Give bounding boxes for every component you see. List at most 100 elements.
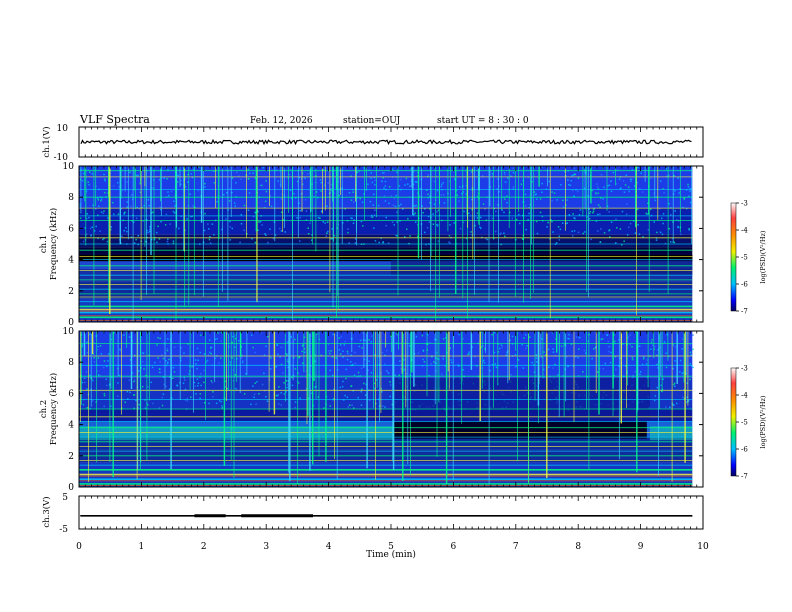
spectrogram-speckle <box>654 199 656 202</box>
spectrogram-speckle <box>332 374 334 377</box>
spectrogram-speckle <box>373 214 376 216</box>
spectrogram-speckle <box>89 227 92 230</box>
spectrogram-speckle <box>552 348 554 350</box>
spectrogram-speckle <box>515 218 518 221</box>
spectrogram-speckle <box>234 346 236 348</box>
spectrogram-speckle <box>270 368 272 370</box>
spectrogram-speckle <box>499 233 501 236</box>
spectrogram-speckle <box>99 230 101 232</box>
spectrogram-speckle <box>569 184 572 187</box>
spectrogram-speckle <box>253 393 256 396</box>
spectrogram-speckle <box>214 338 217 340</box>
spectrogram-speckle <box>317 216 320 219</box>
spectrogram-speckle <box>540 356 543 358</box>
spectrogram-speckle <box>482 203 485 205</box>
spectrogram-speckle <box>533 371 536 373</box>
spectrogram-speckle <box>505 354 507 356</box>
spectrogram-speckle <box>352 363 354 366</box>
spectrogram-speckle <box>332 333 335 336</box>
spectrogram-speckle <box>269 355 272 358</box>
spectrogram-speckle <box>639 371 642 373</box>
spectrogram-speckle <box>224 380 227 383</box>
spectrogram-speckle <box>689 201 692 204</box>
spectrogram-speckle <box>102 366 105 369</box>
spectrogram-speckle <box>254 382 256 384</box>
spectrogram-speckle <box>79 217 82 219</box>
spectrogram-speckle <box>191 176 194 179</box>
spectrogram-speckle <box>520 183 523 185</box>
spectrogram-speckle <box>165 360 167 362</box>
spectrogram-speckle <box>79 373 81 375</box>
spectrogram-speckle <box>350 199 353 201</box>
spectrogram-speckle <box>156 231 158 234</box>
spectrogram-speckle <box>527 176 530 179</box>
spectrogram-speckle <box>409 235 411 237</box>
spectrogram-speckle <box>606 205 609 207</box>
spectrogram-speckle <box>137 174 139 177</box>
spectrogram-speckle <box>124 401 126 404</box>
spectrogram-speckle <box>100 198 103 201</box>
spectrogram-speckle <box>381 391 383 393</box>
spectrogram-speckle <box>117 186 120 188</box>
spectrogram-speckle <box>326 221 329 223</box>
spectrogram-speckle <box>159 206 162 208</box>
spectrogram-speckle <box>437 224 439 226</box>
spectrogram-speckle <box>395 194 397 197</box>
spectrogram-speckle <box>282 219 285 221</box>
spectrogram-speckle <box>368 339 370 341</box>
spectrogram-speckle <box>557 226 560 228</box>
spectrogram-speckle <box>166 240 169 243</box>
spectrogram-speckle <box>83 377 86 379</box>
spectrogram-speckle <box>86 352 89 354</box>
spectrogram-speckle <box>456 194 458 196</box>
spectrogram-speckle <box>570 180 572 182</box>
spectrogram-speckle <box>645 363 648 365</box>
spectrogram-speckle <box>429 341 431 344</box>
spectrogram-speckle <box>193 381 196 384</box>
spectrogram-speckle <box>450 361 453 364</box>
spectrogram-speckle <box>634 232 637 234</box>
spectrogram-speckle <box>638 187 641 190</box>
spectrogram-speckle <box>609 361 612 364</box>
spectrogram-speckle <box>208 228 210 230</box>
spectrogram-speckle <box>149 226 151 228</box>
spectrogram-speckle <box>121 189 124 192</box>
spectrogram-speckle <box>692 348 694 351</box>
spectrogram-speckle <box>307 233 310 235</box>
spectrogram-speckle <box>595 193 597 195</box>
spectrogram-speckle <box>650 177 652 180</box>
spectrogram-speckle <box>394 374 396 377</box>
spectrogram-speckle <box>183 352 185 354</box>
spectrogram-speckle <box>168 194 170 197</box>
spectrogram-speckle <box>95 225 97 228</box>
spectrogram-speckle <box>194 385 197 387</box>
spectrogram-speckle <box>654 346 656 348</box>
spectrogram-speckle <box>415 335 418 338</box>
spectrogram-speckle <box>672 193 675 195</box>
spectrogram-speckle <box>458 333 460 336</box>
spectrogram-speckle <box>572 174 575 176</box>
spectrogram-speckle <box>588 212 591 215</box>
spectrogram-speckle <box>692 366 694 369</box>
spectrogram-speckle <box>387 242 390 244</box>
spectrogram-speckle <box>600 338 603 341</box>
time-tick-label: 8 <box>575 542 581 552</box>
spectrogram-speckle <box>429 195 431 197</box>
spectrogram-speckle <box>491 175 494 177</box>
spectrogram-speckle <box>96 349 99 351</box>
spectrogram-speckle <box>686 401 688 403</box>
spectrogram-speckle <box>307 173 309 175</box>
spectrogram-speckle <box>203 353 206 355</box>
ch1-waveform-panel: 10 -10 ch.1(V) <box>41 124 704 163</box>
spectrogram-speckle <box>190 396 192 398</box>
spectrogram-speckle <box>297 382 300 384</box>
spectrogram-speckle <box>616 169 619 171</box>
spectrogram-speckle <box>280 346 283 349</box>
ch3-waveform-ytick-top: 5 <box>62 493 68 503</box>
spectrogram-speckle <box>621 244 623 246</box>
spectrogram-speckle <box>531 361 533 364</box>
spectrogram-speckle <box>657 349 659 351</box>
ch2-spectrogram-heatmap <box>79 331 703 487</box>
spectrogram-speckle <box>364 339 367 342</box>
